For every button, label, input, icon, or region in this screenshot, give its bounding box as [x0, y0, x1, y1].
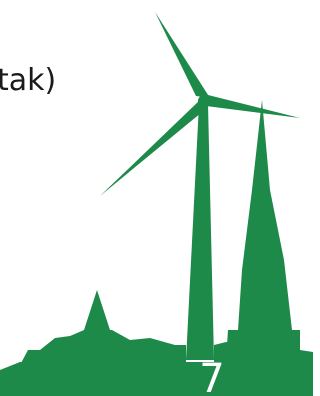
slide-text: tak) [0, 63, 56, 98]
blade [155, 12, 210, 98]
blade [206, 95, 300, 118]
blade [100, 100, 207, 196]
tower [186, 104, 214, 360]
buildings [20, 330, 186, 365]
slide: tak) 7 [0, 0, 313, 396]
spire [238, 100, 292, 330]
small-spire [84, 290, 110, 330]
ground [0, 362, 313, 396]
page-number: 7 [199, 356, 224, 396]
